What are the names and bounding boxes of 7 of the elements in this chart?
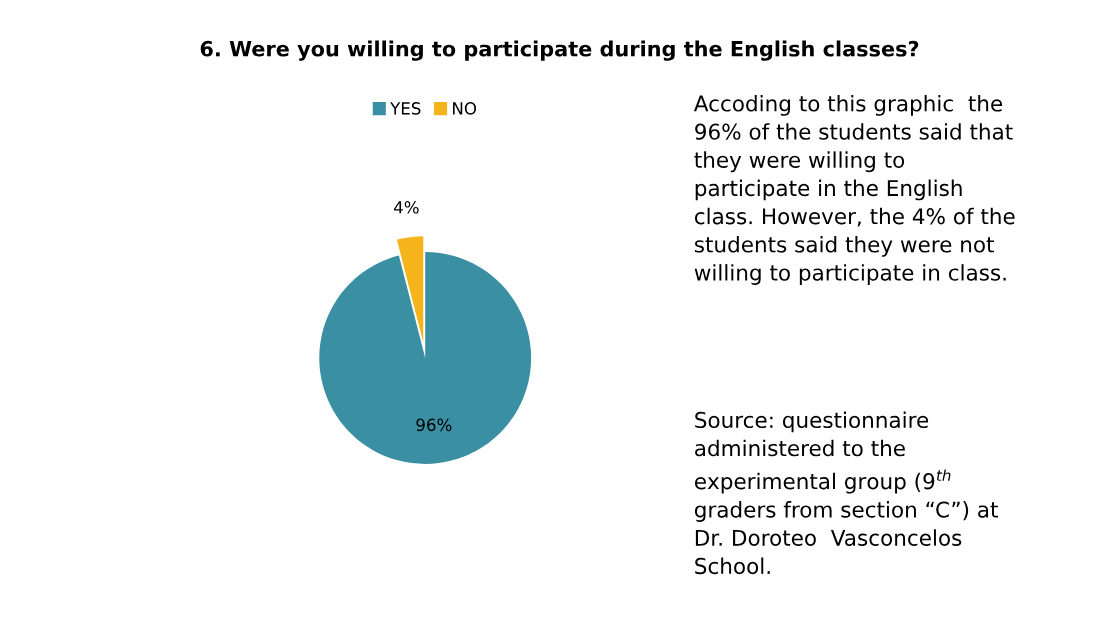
legend-label: YES <box>390 102 421 115</box>
data-label: 4% <box>393 200 419 214</box>
text: Source: questionnaire administered to the experimental group (9$^{th}$ graders from section “C”) at Dr. Doroteo Vasconcelos School. <box>694 411 998 575</box>
chart-title: 6. Were you willing to participate during the English classes? <box>200 40 919 61</box>
data-label: 96% <box>416 418 452 432</box>
legend-label: NO <box>453 102 477 115</box>
text: Accoding to this graphic the 96% of the students said that they were willing to participate in the English class. However, the 4% of the students said they were not willing to participate in class. <box>693 94 1015 285</box>
